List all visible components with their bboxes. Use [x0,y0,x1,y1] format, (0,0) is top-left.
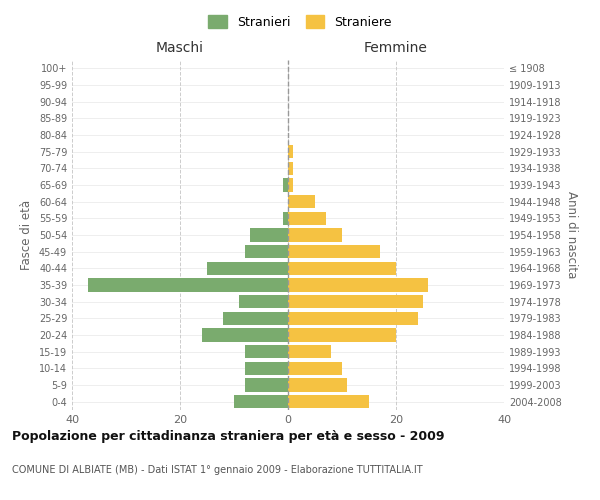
Bar [288,195,315,208]
Bar [288,345,331,358]
Bar [288,178,293,192]
Bar [288,395,369,408]
Bar [223,312,288,325]
Bar [288,378,347,392]
Y-axis label: Anni di nascita: Anni di nascita [565,192,578,278]
Bar [288,162,293,175]
Text: Popolazione per cittadinanza straniera per età e sesso - 2009: Popolazione per cittadinanza straniera p… [12,430,445,443]
Bar [245,362,288,375]
Bar [288,262,396,275]
Bar [207,262,288,275]
Bar [202,328,288,342]
Bar [288,328,396,342]
Bar [288,312,418,325]
Bar [288,212,326,225]
Text: Maschi: Maschi [156,41,204,55]
Bar [245,378,288,392]
Bar [234,395,288,408]
Bar [283,178,288,192]
Y-axis label: Fasce di età: Fasce di età [20,200,33,270]
Bar [288,362,342,375]
Bar [288,278,428,291]
Bar [283,212,288,225]
Bar [288,228,342,241]
Bar [245,245,288,258]
Bar [245,345,288,358]
Bar [288,295,423,308]
Text: Femmine: Femmine [364,41,428,55]
Bar [288,145,293,158]
Bar [239,295,288,308]
Bar [288,245,380,258]
Bar [250,228,288,241]
Bar [88,278,288,291]
Text: COMUNE DI ALBIATE (MB) - Dati ISTAT 1° gennaio 2009 - Elaborazione TUTTITALIA.IT: COMUNE DI ALBIATE (MB) - Dati ISTAT 1° g… [12,465,422,475]
Legend: Stranieri, Straniere: Stranieri, Straniere [205,11,395,32]
